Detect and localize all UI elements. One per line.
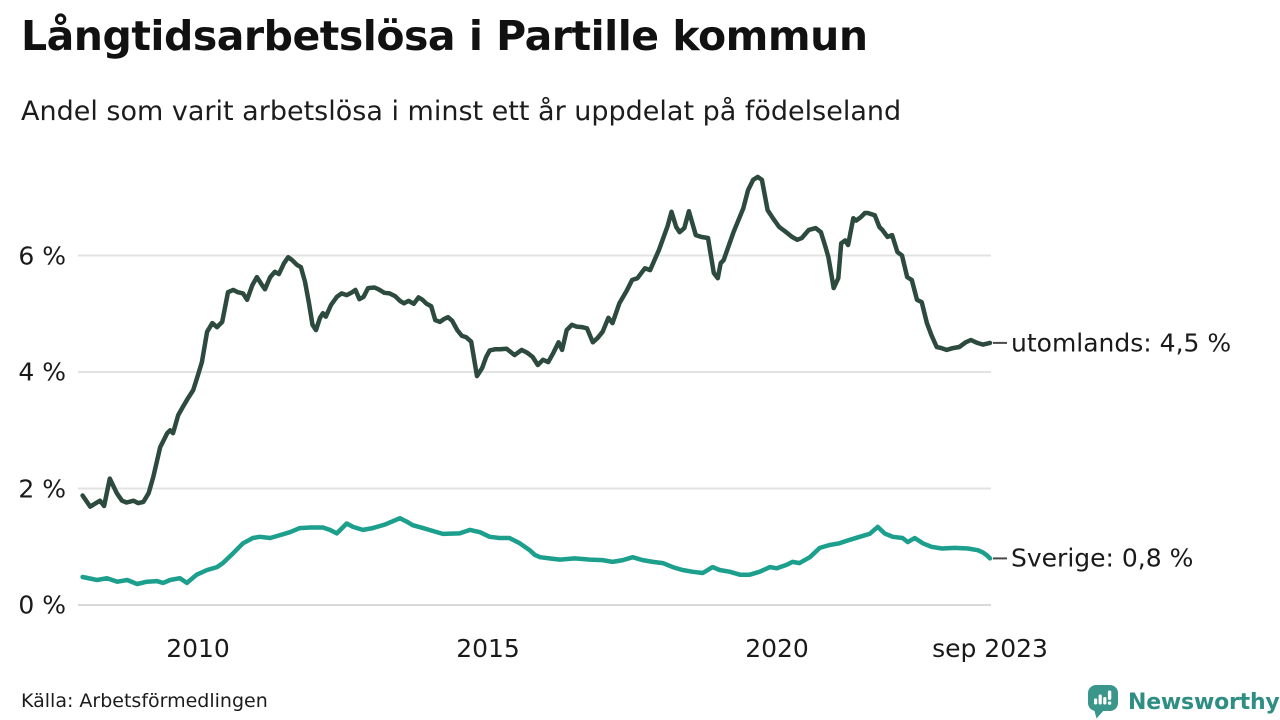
y-tick-2: 2 % — [18, 474, 66, 503]
series-line-sverige — [80, 515, 993, 587]
source-note: Källa: Arbetsförmedlingen — [21, 690, 268, 712]
y-tick-0: 0 % — [18, 590, 66, 620]
newsworthy-icon — [1088, 685, 1118, 719]
chart-subtitle: Andel som varit arbetslösa i minst ett å… — [21, 96, 902, 127]
logo-bubble-tail — [1094, 709, 1105, 719]
x-tick-2010: 2010 — [166, 634, 230, 663]
logo-bubble — [1088, 685, 1118, 711]
chart-title: Långtidsarbetslösa i Partille kommun — [21, 12, 868, 60]
x-tick-sep-2023: sep 2023 — [932, 634, 1048, 663]
logo-bars — [1094, 694, 1107, 705]
series-label-utomlands: utomlands: 4,5 % — [1011, 328, 1232, 358]
x-tick-2020: 2020 — [745, 634, 809, 663]
y-tick-6: 6 % — [18, 241, 66, 270]
label-connectors — [993, 341, 1007, 560]
series-label-sverige: Sverige: 0,8 % — [1011, 543, 1194, 573]
newsworthy-logo: Newsworthy — [1086, 684, 1280, 720]
y-tick-4: 4 % — [18, 357, 66, 387]
series-line-utomlands — [80, 174, 993, 509]
newsworthy-wordmark: Newsworthy — [1128, 689, 1280, 715]
logo-exclamation — [1107, 690, 1112, 705]
series-lines — [80, 174, 993, 587]
x-tick-2015: 2015 — [456, 634, 520, 663]
